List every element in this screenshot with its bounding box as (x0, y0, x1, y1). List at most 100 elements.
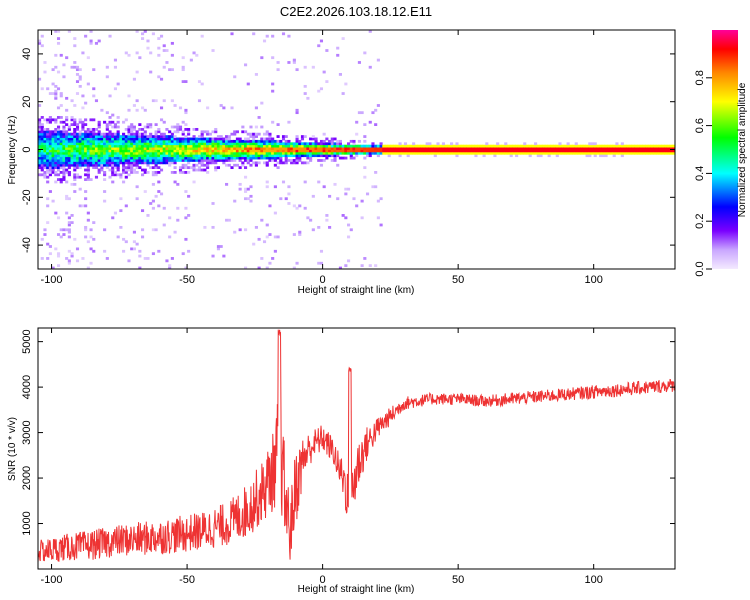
heatmap-cell (260, 144, 264, 148)
heatmap-cell (436, 149, 440, 153)
heatmap-cell (604, 144, 608, 148)
heatmap-cell (200, 163, 204, 167)
heatmap-cell (192, 166, 196, 170)
heatmap-cell (363, 149, 367, 153)
heatmap-cell (81, 51, 85, 55)
heatmap-cell (151, 252, 155, 256)
heatmap-cell (70, 144, 74, 148)
heatmap-cell (151, 137, 155, 141)
heatmap-cell (322, 144, 326, 148)
heatmap-cell (38, 144, 42, 148)
heatmap-cell (371, 144, 375, 148)
heatmap-cell (406, 151, 410, 155)
heatmap-cell (268, 154, 272, 158)
heatmap-cell (56, 154, 61, 158)
heatmap-cell (46, 130, 50, 134)
heatmap-cell (73, 139, 77, 143)
heatmap-cell (119, 149, 123, 153)
heatmap-cell (249, 125, 253, 129)
heatmap-cell (254, 139, 258, 143)
heatmap-cell (111, 125, 115, 129)
heatmap-cell (450, 151, 454, 155)
heatmap-cell (273, 249, 277, 253)
heatmap-cell (544, 147, 548, 150)
heatmap-cell (230, 144, 234, 148)
heatmap-cell (214, 168, 218, 172)
spectrogram-ylabel: Frequency (Hz) (7, 116, 18, 185)
heatmap-cell (65, 211, 69, 215)
heatmap-cell (517, 149, 521, 153)
snr-ylabel: SNR (10 * v/v) (7, 417, 18, 481)
heatmap-cell (601, 154, 605, 158)
heatmap-cell (103, 120, 107, 124)
heatmap-cell (195, 168, 199, 172)
heatmap-cell (292, 159, 296, 162)
heatmap-cell (103, 156, 107, 160)
heatmap-cell (51, 82, 55, 86)
heatmap-cell (317, 151, 321, 155)
heatmap-cell (227, 151, 231, 155)
heatmap-cell (86, 218, 90, 222)
heatmap-cell (162, 65, 166, 69)
heatmap-cell (143, 168, 147, 172)
heatmap-cell (38, 135, 42, 138)
heatmap-cell (67, 216, 71, 220)
heatmap-cell (211, 202, 215, 205)
heatmap-cell (138, 151, 142, 155)
heatmap-cell (154, 123, 158, 126)
heatmap-cell (303, 161, 307, 165)
heatmap-cell (374, 185, 378, 189)
heatmap-cell (116, 168, 120, 172)
heatmap-cell (322, 149, 326, 153)
heatmap-cell (149, 139, 153, 143)
heatmap-cell (143, 159, 147, 162)
heatmap-cell (48, 166, 52, 170)
heatmap-cell (62, 159, 66, 162)
x-tick-label: 0 (320, 574, 326, 586)
x-tick-label: -50 (179, 274, 195, 286)
heatmap-cell (67, 228, 71, 232)
heatmap-cell (181, 132, 185, 136)
heatmap-cell (40, 139, 44, 143)
heatmap-cell (135, 149, 139, 153)
heatmap-cell (192, 180, 196, 184)
snr-xlabel: Height of straight line (km) (298, 584, 415, 595)
heatmap-cell (70, 118, 74, 122)
heatmap-cell (89, 151, 93, 155)
heatmap-cell (260, 142, 264, 146)
heatmap-cell (130, 154, 134, 158)
heatmap-cell (233, 142, 237, 146)
heatmap-cell (536, 144, 540, 148)
heatmap-cell (170, 154, 174, 158)
heatmap-cell (647, 147, 651, 150)
heatmap-cell (70, 65, 74, 69)
heatmap-cell (403, 149, 408, 153)
heatmap-cell (40, 127, 44, 131)
heatmap-cell (303, 135, 307, 138)
heatmap-cell (81, 163, 85, 167)
heatmap-cell (135, 30, 139, 33)
heatmap-cell (168, 68, 172, 72)
heatmap-cell (51, 132, 55, 136)
heatmap-cell (146, 214, 150, 217)
heatmap-cell (67, 154, 71, 158)
heatmap-cell (225, 142, 229, 146)
heatmap-cell (197, 156, 202, 160)
heatmap-cell (89, 132, 93, 136)
heatmap-cell (395, 149, 399, 153)
heatmap-cell (433, 144, 437, 148)
heatmap-cell (132, 168, 136, 172)
heatmap-cell (441, 142, 445, 146)
heatmap-cell (78, 166, 82, 170)
heatmap-cell (515, 154, 519, 158)
colorbar-tick-label: 0.0 (694, 261, 706, 276)
spectrogram-xlabel: Height of straight line (km) (298, 285, 415, 296)
heatmap-cell (122, 137, 126, 141)
heatmap-cell (230, 166, 234, 170)
heatmap-cell (211, 149, 215, 153)
heatmap-cell (195, 139, 199, 143)
heatmap-cell (279, 159, 283, 162)
heatmap-cell (490, 151, 494, 155)
heatmap-cell (65, 194, 69, 198)
